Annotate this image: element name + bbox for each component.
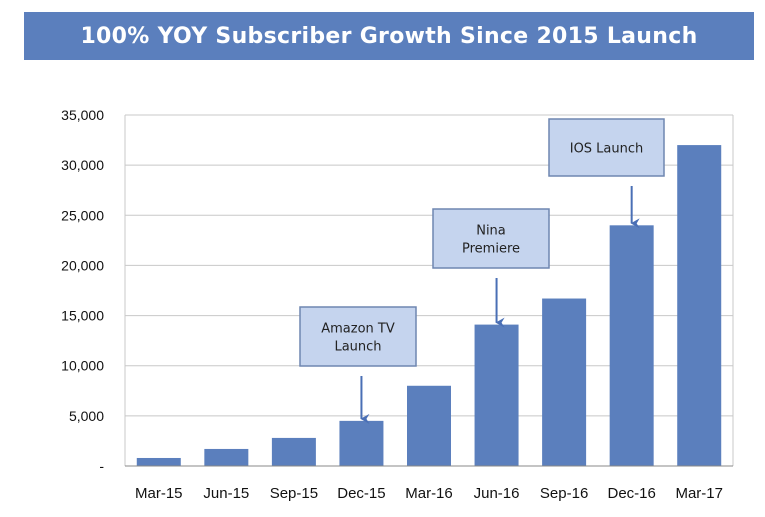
x-tick-label: Jun-16 (474, 485, 520, 502)
bar (677, 145, 722, 467)
callout-text: Launch (334, 340, 381, 355)
y-tick-label: 5,000 (69, 408, 104, 424)
annotation-callout: Nina Premiere (432, 208, 550, 328)
title-banner: 100% YOY Subscriber Growth Since 2015 La… (24, 12, 754, 60)
x-tick-label: Dec-15 (337, 485, 385, 502)
callout-box (432, 208, 550, 269)
bar (136, 457, 181, 466)
callout-text: Nina (476, 224, 506, 239)
callout-text: Amazon TV (321, 322, 395, 337)
axis-layer: - 5,000 10,000 15,000 20,000 25,000 30,000 35,0… (61, 107, 733, 502)
bar (204, 448, 249, 466)
y-tick-label: 10,000 (61, 358, 104, 374)
bar (474, 324, 519, 466)
annotation-callout: IOS Launch (548, 118, 665, 229)
x-tick-label: Jun-15 (203, 485, 249, 502)
x-tick-label: Mar-17 (675, 485, 723, 502)
x-tick-label: Mar-16 (405, 485, 453, 502)
x-tick-label: Sep-15 (270, 485, 318, 502)
x-tick-label: Sep-16 (540, 485, 588, 502)
annotation-callout: Amazon TV Launch (299, 306, 417, 424)
x-tick-label: Mar-15 (135, 485, 183, 502)
y-tick-label: - (99, 458, 104, 474)
chart-title: 100% YOY Subscriber Growth Since 2015 La… (80, 23, 698, 49)
bar (609, 225, 654, 466)
callout-layer: Amazon TV Launch Nina Premiere IOS Launch (299, 118, 665, 424)
callout-box (299, 306, 417, 367)
bar (271, 437, 316, 466)
y-tick-label: 20,000 (61, 257, 104, 273)
y-tick-label: 30,000 (61, 157, 104, 173)
callout-text: IOS Launch (570, 142, 644, 157)
bar-layer (136, 145, 722, 467)
x-tick-label: Dec-16 (607, 485, 655, 502)
y-tick-label: 35,000 (61, 107, 104, 123)
y-tick-label: 15,000 (61, 308, 104, 324)
y-tick-label: 25,000 (61, 207, 104, 223)
bar (339, 420, 384, 466)
callout-box (548, 118, 665, 177)
bar (542, 298, 587, 466)
bar (407, 385, 451, 466)
callout-text: Premiere (462, 242, 520, 257)
